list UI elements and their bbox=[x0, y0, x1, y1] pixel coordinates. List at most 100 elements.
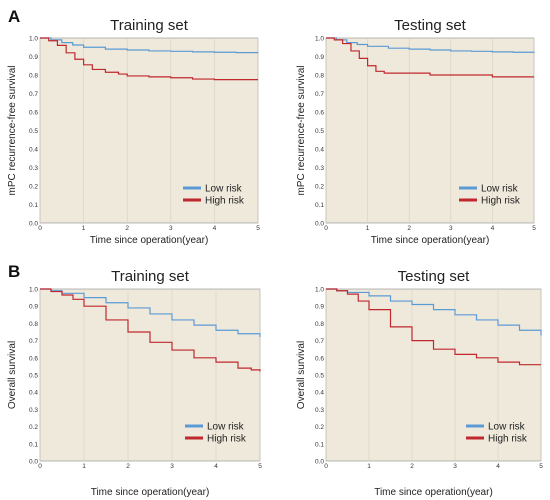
x-axis-label: Time since operation(year) bbox=[91, 487, 210, 498]
x-tick-label: 0 bbox=[324, 225, 328, 232]
y-tick-label: 1.0 bbox=[315, 287, 324, 294]
x-tick-label: 2 bbox=[407, 225, 411, 232]
series-line-high-risk bbox=[40, 37, 258, 81]
x-tick-label: 1 bbox=[367, 463, 371, 470]
y-tick-label: 0.3 bbox=[315, 407, 324, 414]
x-tick-label: 3 bbox=[453, 463, 457, 470]
legend-label-low-risk: Low risk bbox=[207, 422, 245, 433]
y-tick-label: 0.4 bbox=[29, 147, 38, 154]
x-axis-label: Time since operation(year) bbox=[371, 235, 490, 246]
y-tick-label: 0.1 bbox=[315, 202, 324, 209]
y-tick-label: 0.3 bbox=[315, 165, 324, 172]
y-tick-label: 0.2 bbox=[315, 184, 324, 191]
chart-title: Training set bbox=[111, 268, 190, 285]
y-tick-label: 0.0 bbox=[315, 459, 324, 466]
y-tick-label: 0.4 bbox=[315, 390, 324, 397]
y-tick-label: 0.5 bbox=[315, 128, 324, 135]
chart-4: Testing set 0 1 2 3 4 5 0.0 0.1 0.2 0.3 0.4 0.5 0.6 0.… bbox=[296, 268, 543, 498]
y-axis-label: mPC recurrence-free survival bbox=[296, 65, 307, 195]
x-tick-label: 0 bbox=[38, 225, 42, 232]
y-tick-label: 0.0 bbox=[29, 221, 38, 228]
series-line-low-risk bbox=[326, 37, 535, 53]
legend-label-high-risk: High risk bbox=[488, 434, 528, 445]
legend-label-low-risk: Low risk bbox=[481, 184, 519, 195]
y-tick-label: 0.7 bbox=[315, 91, 324, 98]
y-tick-label: 1.0 bbox=[29, 287, 38, 294]
x-tick-label: 1 bbox=[82, 463, 86, 470]
x-tick-label: 3 bbox=[169, 225, 173, 232]
x-tick-label: 5 bbox=[532, 225, 536, 232]
x-tick-label: 5 bbox=[258, 463, 262, 470]
chart-title: Testing set bbox=[398, 268, 471, 285]
series-line-low-risk bbox=[40, 37, 259, 54]
y-axis-label: Overall survival bbox=[7, 341, 18, 409]
y-tick-label: 0.0 bbox=[29, 459, 38, 466]
y-tick-label: 0.9 bbox=[29, 54, 38, 61]
y-tick-label: 0.8 bbox=[29, 73, 38, 80]
y-axis-label: Overall survival bbox=[296, 341, 307, 409]
y-tick-label: 0.8 bbox=[29, 321, 38, 328]
y-tick-label: 0.4 bbox=[29, 390, 38, 397]
x-tick-label: 2 bbox=[125, 225, 129, 232]
y-tick-label: 0.2 bbox=[29, 424, 38, 431]
y-tick-label: 0.6 bbox=[315, 110, 324, 117]
y-tick-label: 0.4 bbox=[315, 147, 324, 154]
y-tick-label: 0.5 bbox=[29, 373, 38, 380]
y-tick-label: 0.3 bbox=[29, 165, 38, 172]
y-tick-label: 0.9 bbox=[315, 304, 324, 311]
x-tick-label: 0 bbox=[38, 463, 42, 470]
x-tick-label: 4 bbox=[491, 225, 495, 232]
plot-area bbox=[39, 37, 259, 224]
y-tick-label: 1.0 bbox=[29, 36, 38, 43]
chart-title: Testing set bbox=[394, 17, 467, 34]
series-line-high-risk bbox=[40, 288, 261, 372]
y-tick-label: 0.8 bbox=[315, 73, 324, 80]
y-tick-label: 0.1 bbox=[29, 441, 38, 448]
y-tick-label: 0.0 bbox=[315, 221, 324, 228]
y-tick-label: 0.6 bbox=[315, 355, 324, 362]
x-tick-label: 3 bbox=[170, 463, 174, 470]
x-tick-label: 4 bbox=[214, 463, 218, 470]
x-tick-label: 1 bbox=[366, 225, 370, 232]
chart-3: Training set 0 1 2 3 4 5 0.0 0.1 0.2 0.3 0.4 0.5 0.6 0… bbox=[7, 268, 262, 498]
y-tick-label: 0.6 bbox=[29, 110, 38, 117]
y-tick-label: 0.9 bbox=[29, 304, 38, 311]
legend-label-high-risk: High risk bbox=[205, 196, 245, 207]
legend-label-high-risk: High risk bbox=[207, 434, 247, 445]
chart-title: Training set bbox=[110, 17, 189, 34]
legend-label-low-risk: Low risk bbox=[205, 184, 243, 195]
x-tick-label: 3 bbox=[449, 225, 453, 232]
y-tick-label: 0.7 bbox=[29, 338, 38, 345]
x-axis-label: Time since operation(year) bbox=[90, 235, 209, 246]
y-tick-label: 0.3 bbox=[29, 407, 38, 414]
y-tick-label: 0.9 bbox=[315, 54, 324, 61]
y-tick-label: 1.0 bbox=[315, 36, 324, 43]
y-tick-label: 0.2 bbox=[29, 184, 38, 191]
y-tick-label: 0.2 bbox=[315, 424, 324, 431]
panel-letter-b: B bbox=[8, 262, 20, 281]
y-tick-label: 0.7 bbox=[315, 338, 324, 345]
y-tick-label: 0.5 bbox=[29, 128, 38, 135]
x-tick-label: 4 bbox=[496, 463, 500, 470]
series-line-high-risk bbox=[326, 288, 541, 366]
series-line-high-risk bbox=[326, 37, 534, 78]
panel-letter-a: A bbox=[8, 7, 20, 26]
x-tick-label: 2 bbox=[410, 463, 414, 470]
x-tick-label: 0 bbox=[324, 463, 328, 470]
y-axis-label: mPC recurrence-free survival bbox=[7, 65, 18, 195]
legend-label-high-risk: High risk bbox=[481, 196, 521, 207]
legend-label-low-risk: Low risk bbox=[488, 422, 526, 433]
y-tick-label: 0.8 bbox=[315, 321, 324, 328]
y-tick-label: 0.5 bbox=[315, 373, 324, 380]
x-axis-label: Time since operation(year) bbox=[374, 487, 493, 498]
plot-area bbox=[325, 288, 542, 462]
y-tick-label: 0.7 bbox=[29, 91, 38, 98]
x-tick-label: 2 bbox=[126, 463, 130, 470]
chart-2: Testing set 0 1 2 3 4 5 0.0 0.1 0.2 0.3 0.4 0.5 0.6 0.… bbox=[296, 17, 536, 246]
y-tick-label: 0.1 bbox=[315, 441, 324, 448]
chart-1: Training set 0 1 2 3 4 5 0.0 0.1 0.2 0.3 0.4 0.5 0.6 0… bbox=[7, 17, 260, 246]
x-tick-label: 1 bbox=[82, 225, 86, 232]
y-tick-label: 0.1 bbox=[29, 202, 38, 209]
charts-container: Training set 0 1 2 3 4 5 0.0 0.1 0.2 0.3 0.4 0.5 0.6 0… bbox=[7, 17, 543, 498]
